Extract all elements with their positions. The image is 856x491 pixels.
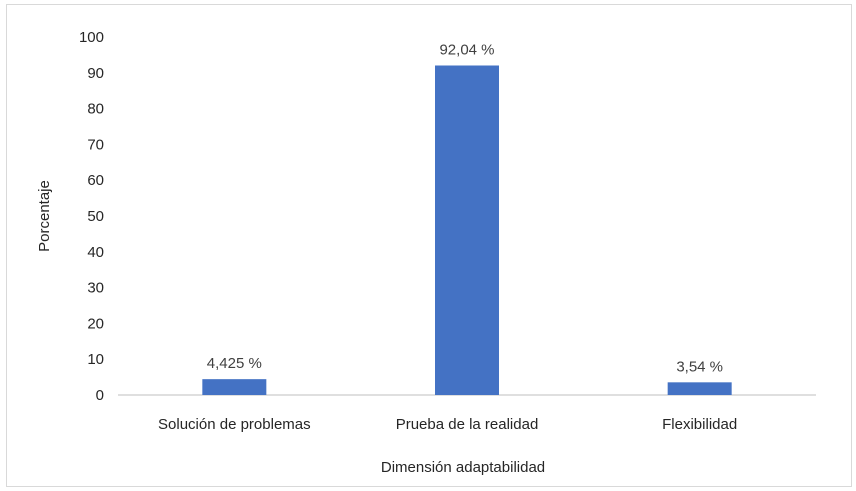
bars [202, 65, 732, 396]
category-labels: Solución de problemas Prueba de la realid… [158, 416, 737, 433]
bar [202, 379, 267, 395]
y-tick-label: 90 [87, 65, 104, 82]
chart-frame [6, 4, 852, 487]
bar [435, 65, 499, 396]
y-tick-label: 70 [87, 136, 104, 153]
category-label: Solución de problemas [158, 416, 311, 433]
y-tick-label: 60 [87, 172, 104, 189]
data-label: 92,04 % [439, 41, 494, 58]
y-tick-label: 20 [87, 315, 104, 332]
y-tick-label: 50 [87, 208, 104, 225]
category-label: Flexibilidad [662, 416, 737, 433]
category-label: Prueba de la realidad [396, 416, 539, 433]
y-tick-label: 80 [87, 101, 104, 118]
data-label: 3,54 % [676, 358, 723, 375]
x-axis-title: Dimensión adaptabilidad [381, 459, 545, 476]
data-labels: 4,425 % 92,04 % 3,54 % [207, 41, 723, 375]
y-tick-label: 10 [87, 351, 104, 368]
y-tick-label: 30 [87, 280, 104, 297]
y-axis-ticks: 0 10 20 30 40 50 60 70 80 90 100 [79, 29, 104, 404]
y-axis-title: Porcentaje [36, 180, 53, 252]
bar [667, 382, 732, 395]
y-tick-label: 100 [79, 29, 104, 46]
y-tick-label: 40 [87, 244, 104, 261]
data-label: 4,425 % [207, 355, 262, 372]
y-tick-label: 0 [96, 387, 104, 404]
